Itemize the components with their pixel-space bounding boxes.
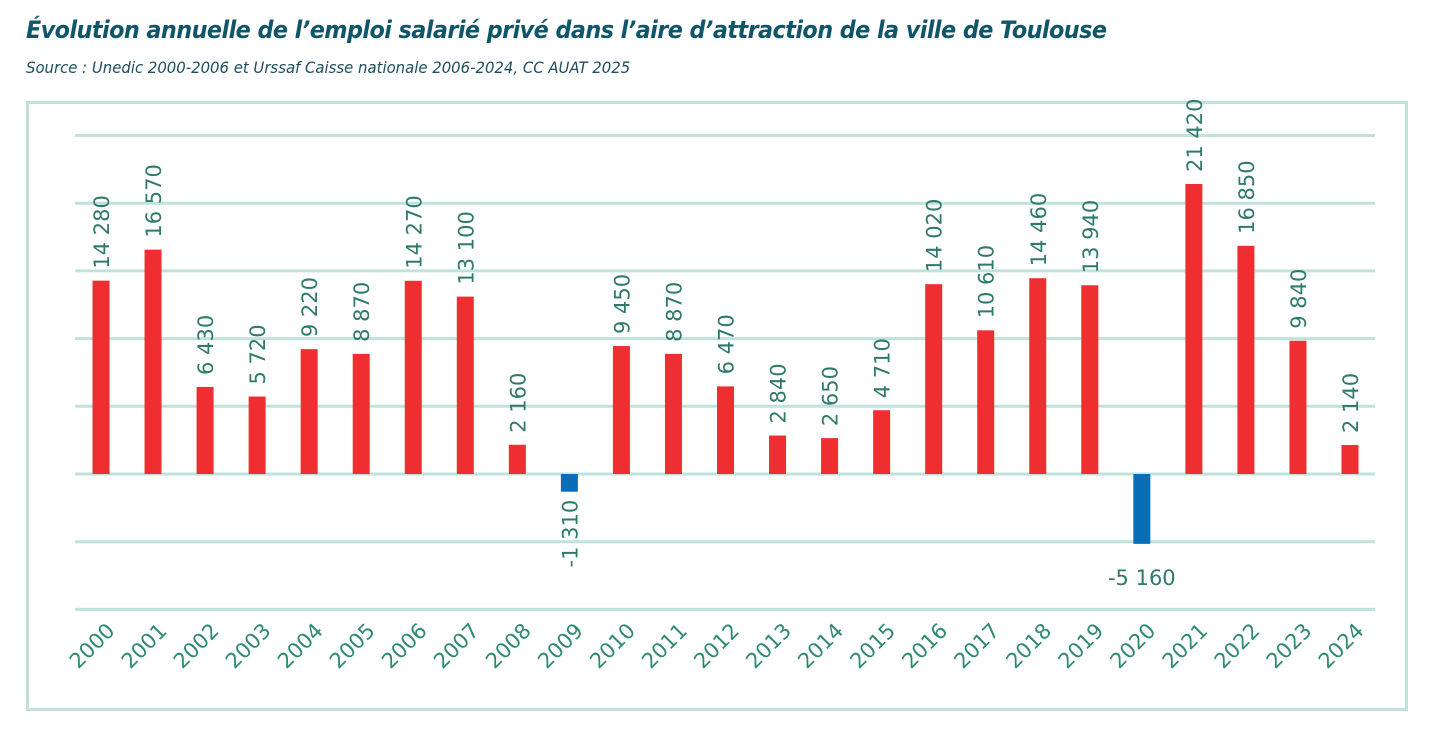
x-tick-label: 2022 — [1210, 619, 1265, 674]
x-tick-label: 2018 — [1002, 619, 1057, 674]
x-tick-label: 2008 — [481, 619, 536, 674]
bar — [925, 284, 943, 474]
bar — [977, 330, 995, 474]
bar — [664, 353, 682, 474]
chart-subtitle: Source : Unedic 2000-2006 et Urssaf Cais… — [26, 58, 631, 77]
bar — [1081, 285, 1099, 474]
bar — [612, 346, 630, 474]
data-label: 2 160 — [506, 373, 530, 433]
data-label: 10 610 — [975, 245, 999, 318]
x-tick-label: 2021 — [1158, 619, 1213, 674]
chart-frame — [26, 101, 1408, 711]
bar — [1237, 245, 1255, 474]
x-tick-label: 2005 — [325, 619, 380, 674]
data-label: 14 460 — [1027, 193, 1051, 266]
x-tick-label: 2003 — [221, 619, 276, 674]
data-label: 14 280 — [90, 195, 114, 268]
data-label: 2 840 — [767, 363, 791, 423]
bar — [456, 296, 474, 474]
data-label: 14 270 — [402, 195, 426, 268]
data-label: 4 710 — [871, 338, 895, 398]
bar — [508, 444, 526, 474]
data-label: 9 450 — [610, 274, 634, 334]
x-tick-label: 2013 — [741, 619, 796, 674]
data-label: 9 840 — [1287, 269, 1311, 329]
x-tick-label: 2020 — [1106, 619, 1161, 674]
bar — [352, 353, 370, 474]
data-label: 8 870 — [350, 282, 374, 342]
bar — [300, 349, 318, 474]
bar — [873, 410, 891, 474]
x-tick-label: 2016 — [897, 619, 952, 674]
x-tick-label: 2002 — [169, 619, 224, 674]
bar — [404, 280, 422, 474]
x-tick-label: 2001 — [117, 619, 172, 674]
data-label: -5 160 — [1108, 566, 1176, 590]
data-label: 16 850 — [1235, 160, 1259, 233]
x-tick-label: 2010 — [585, 619, 640, 674]
bar — [92, 280, 110, 474]
bar — [769, 435, 787, 474]
data-label: 5 720 — [246, 324, 270, 384]
x-tick-label: 2024 — [1314, 619, 1369, 674]
bar — [717, 386, 734, 474]
data-label: 14 020 — [923, 199, 947, 272]
bar — [1133, 474, 1151, 544]
bar — [1029, 278, 1047, 474]
x-tick-label: 2015 — [845, 619, 900, 674]
x-tick-label: 2007 — [429, 619, 484, 674]
data-label: 9 220 — [298, 277, 322, 337]
x-tick-label: 2019 — [1054, 619, 1109, 674]
data-label: 2 140 — [1339, 373, 1363, 433]
bar — [144, 249, 162, 474]
data-label: 2 650 — [819, 366, 843, 426]
x-tick-label: 2006 — [377, 619, 432, 674]
x-tick-label: 2004 — [273, 619, 328, 674]
bar — [560, 474, 578, 492]
x-tick-label: 2023 — [1262, 619, 1317, 674]
bar — [1341, 445, 1359, 474]
data-label: 21 420 — [1183, 98, 1207, 171]
x-tick-label: 2017 — [949, 619, 1004, 674]
bar — [821, 438, 839, 474]
bar — [196, 386, 214, 474]
bar — [248, 396, 266, 474]
data-label: 13 100 — [454, 211, 478, 284]
bar — [1185, 183, 1203, 474]
data-label: 13 940 — [1079, 200, 1103, 273]
bar — [1289, 340, 1307, 474]
data-label: -1 310 — [558, 500, 582, 568]
x-tick-label: 2009 — [533, 619, 588, 674]
data-label: 6 430 — [194, 315, 218, 375]
chart-title: Évolution annuelle de l’emploi salarié p… — [26, 16, 1107, 44]
x-tick-label: 2012 — [689, 619, 744, 674]
data-label: 16 570 — [142, 164, 166, 237]
x-tick-label: 2014 — [793, 619, 848, 674]
x-tick-label: 2000 — [65, 619, 120, 674]
data-label: 6 470 — [715, 314, 739, 374]
x-tick-label: 2011 — [637, 619, 692, 674]
data-label: 8 870 — [662, 282, 686, 342]
